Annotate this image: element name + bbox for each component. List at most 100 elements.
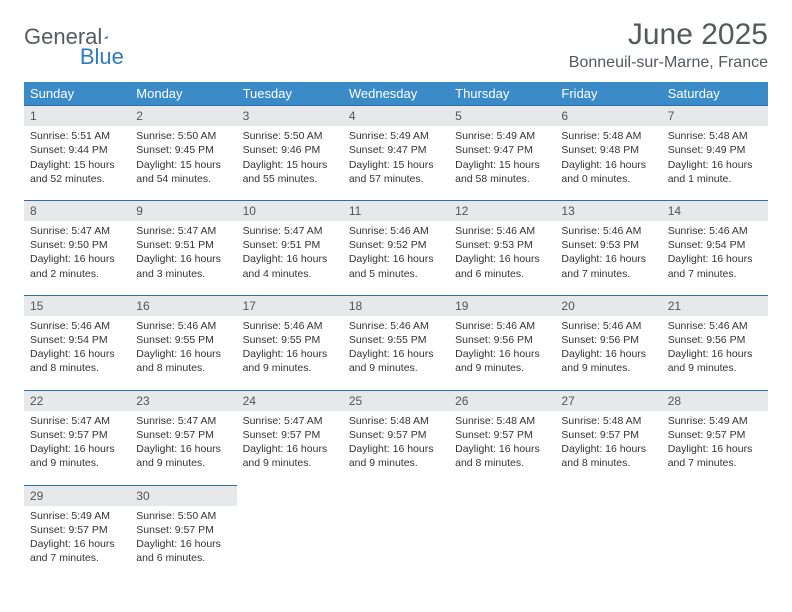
week-separator [24,382,768,390]
daylight-text: Daylight: 16 hours and 9 minutes. [349,347,443,375]
sunrise-text: Sunrise: 5:47 AM [243,414,337,428]
day-number: 25 [343,390,449,411]
day-cell: 27Sunrise: 5:48 AMSunset: 9:57 PMDayligh… [555,390,661,477]
day-number: 2 [130,105,236,126]
day-cell: 25Sunrise: 5:48 AMSunset: 9:57 PMDayligh… [343,390,449,477]
day-cell: .. [449,485,555,572]
sunrise-text: Sunrise: 5:46 AM [668,224,762,238]
day-cell: 5Sunrise: 5:49 AMSunset: 9:47 PMDaylight… [449,105,555,192]
day-cell: .. [237,485,343,572]
daylight-text: Daylight: 15 hours and 57 minutes. [349,158,443,186]
day-number: 9 [130,200,236,221]
daylight-text: Daylight: 16 hours and 8 minutes. [136,347,230,375]
day-body: Sunrise: 5:47 AMSunset: 9:50 PMDaylight:… [24,221,130,287]
sunrise-text: Sunrise: 5:46 AM [30,319,124,333]
daylight-text: Daylight: 16 hours and 5 minutes. [349,252,443,280]
sunset-text: Sunset: 9:55 PM [136,333,230,347]
day-body: Sunrise: 5:48 AMSunset: 9:57 PMDaylight:… [555,411,661,477]
day-number: 13 [555,200,661,221]
header: General Gene Blue June 2025 Bonneuil-sur… [24,18,768,72]
week-row: 29Sunrise: 5:49 AMSunset: 9:57 PMDayligh… [24,485,768,572]
sunset-text: Sunset: 9:57 PM [136,523,230,537]
sunset-text: Sunset: 9:57 PM [30,428,124,442]
day-number: 18 [343,295,449,316]
day-cell: 4Sunrise: 5:49 AMSunset: 9:47 PMDaylight… [343,105,449,192]
calendar-table: SundayMondayTuesdayWednesdayThursdayFrid… [24,82,768,571]
day-body: Sunrise: 5:46 AMSunset: 9:52 PMDaylight:… [343,221,449,287]
daylight-text: Daylight: 16 hours and 7 minutes. [30,537,124,565]
day-body: Sunrise: 5:47 AMSunset: 9:51 PMDaylight:… [237,221,343,287]
day-body: Sunrise: 5:46 AMSunset: 9:55 PMDaylight:… [130,316,236,382]
sunrise-text: Sunrise: 5:48 AM [561,414,655,428]
sunset-text: Sunset: 9:54 PM [668,238,762,252]
daylight-text: Daylight: 16 hours and 6 minutes. [455,252,549,280]
day-body: Sunrise: 5:47 AMSunset: 9:57 PMDaylight:… [130,411,236,477]
week-row: 1Sunrise: 5:51 AMSunset: 9:44 PMDaylight… [24,105,768,192]
sunrise-text: Sunrise: 5:46 AM [455,224,549,238]
daylight-text: Daylight: 16 hours and 1 minute. [668,158,762,186]
sunset-text: Sunset: 9:57 PM [243,428,337,442]
logo-triangle-icon [104,29,108,45]
week-separator [24,192,768,200]
week-row: 22Sunrise: 5:47 AMSunset: 9:57 PMDayligh… [24,390,768,477]
day-cell: 9Sunrise: 5:47 AMSunset: 9:51 PMDaylight… [130,200,236,287]
weekday-header: Tuesday [237,82,343,105]
daylight-text: Daylight: 16 hours and 9 minutes. [455,347,549,375]
location: Bonneuil-sur-Marne, France [569,54,768,72]
sunrise-text: Sunrise: 5:49 AM [30,509,124,523]
sunrise-text: Sunrise: 5:46 AM [668,319,762,333]
logo-text-2: Blue [80,44,124,70]
day-cell: 13Sunrise: 5:46 AMSunset: 9:53 PMDayligh… [555,200,661,287]
daylight-text: Daylight: 16 hours and 7 minutes. [561,252,655,280]
daylight-text: Daylight: 16 hours and 9 minutes. [243,442,337,470]
day-body: Sunrise: 5:46 AMSunset: 9:55 PMDaylight:… [237,316,343,382]
day-cell: 30Sunrise: 5:50 AMSunset: 9:57 PMDayligh… [130,485,236,572]
day-cell: 18Sunrise: 5:46 AMSunset: 9:55 PMDayligh… [343,295,449,382]
day-number: 17 [237,295,343,316]
day-body: Sunrise: 5:47 AMSunset: 9:57 PMDaylight:… [237,411,343,477]
sunset-text: Sunset: 9:55 PM [243,333,337,347]
day-number: 3 [237,105,343,126]
day-number: 23 [130,390,236,411]
day-number: 12 [449,200,555,221]
day-cell: 3Sunrise: 5:50 AMSunset: 9:46 PMDaylight… [237,105,343,192]
day-cell: 20Sunrise: 5:46 AMSunset: 9:56 PMDayligh… [555,295,661,382]
day-number: 22 [24,390,130,411]
day-cell: 12Sunrise: 5:46 AMSunset: 9:53 PMDayligh… [449,200,555,287]
daylight-text: Daylight: 15 hours and 52 minutes. [30,158,124,186]
daylight-text: Daylight: 15 hours and 54 minutes. [136,158,230,186]
sunset-text: Sunset: 9:53 PM [561,238,655,252]
day-number: 10 [237,200,343,221]
sunset-text: Sunset: 9:57 PM [30,523,124,537]
sunrise-text: Sunrise: 5:48 AM [561,129,655,143]
day-body: Sunrise: 5:48 AMSunset: 9:48 PMDaylight:… [555,126,661,192]
day-number: 30 [130,485,236,506]
week-separator [24,477,768,485]
sunrise-text: Sunrise: 5:50 AM [136,509,230,523]
sunset-text: Sunset: 9:56 PM [668,333,762,347]
day-number: 15 [24,295,130,316]
day-body: Sunrise: 5:46 AMSunset: 9:53 PMDaylight:… [449,221,555,287]
daylight-text: Daylight: 16 hours and 9 minutes. [136,442,230,470]
day-cell: .. [662,485,768,572]
day-body: Sunrise: 5:47 AMSunset: 9:57 PMDaylight:… [24,411,130,477]
day-body: Sunrise: 5:50 AMSunset: 9:57 PMDaylight:… [130,506,236,572]
day-cell: 8Sunrise: 5:47 AMSunset: 9:50 PMDaylight… [24,200,130,287]
sunset-text: Sunset: 9:47 PM [455,143,549,157]
day-body: Sunrise: 5:46 AMSunset: 9:55 PMDaylight:… [343,316,449,382]
day-body: Sunrise: 5:49 AMSunset: 9:57 PMDaylight:… [24,506,130,572]
sunrise-text: Sunrise: 5:46 AM [349,319,443,333]
daylight-text: Daylight: 16 hours and 8 minutes. [561,442,655,470]
day-body: Sunrise: 5:47 AMSunset: 9:51 PMDaylight:… [130,221,236,287]
sunrise-text: Sunrise: 5:46 AM [136,319,230,333]
daylight-text: Daylight: 16 hours and 9 minutes. [561,347,655,375]
sunrise-text: Sunrise: 5:48 AM [455,414,549,428]
daylight-text: Daylight: 16 hours and 7 minutes. [668,442,762,470]
day-body: Sunrise: 5:46 AMSunset: 9:54 PMDaylight:… [662,221,768,287]
sunset-text: Sunset: 9:57 PM [561,428,655,442]
weekday-header: Sunday [24,82,130,105]
daylight-text: Daylight: 16 hours and 2 minutes. [30,252,124,280]
day-cell: 7Sunrise: 5:48 AMSunset: 9:49 PMDaylight… [662,105,768,192]
daylight-text: Daylight: 16 hours and 9 minutes. [30,442,124,470]
sunrise-text: Sunrise: 5:50 AM [243,129,337,143]
